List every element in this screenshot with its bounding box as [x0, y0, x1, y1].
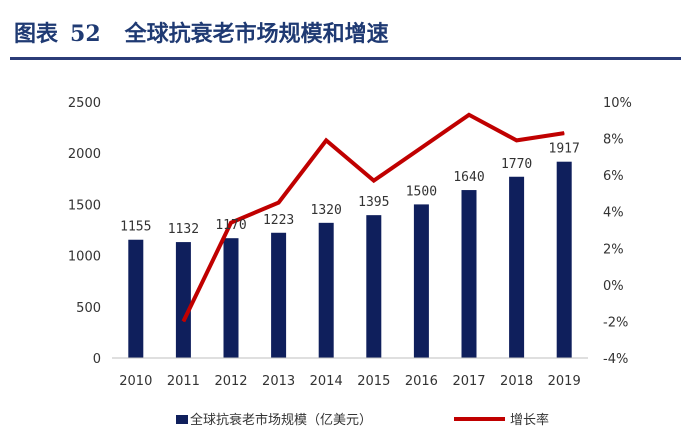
data-labels: 1155 1132 1170 1223 1320 1395 1500 1640 1770 1917 — [120, 142, 580, 237]
x-tick-label: 2019 — [548, 374, 581, 389]
growth-point — [468, 114, 470, 116]
bar-data-label: 1917 — [549, 142, 580, 157]
growth-point — [182, 320, 184, 322]
growth-point — [325, 139, 327, 141]
bar — [128, 239, 144, 358]
bar — [413, 204, 429, 358]
growth-point — [230, 222, 232, 224]
x-axis: 2010 2011 2012 2013 2014 2015 2016 2017 2018 2019 — [119, 374, 580, 389]
x-tick-label: 2013 — [262, 374, 295, 389]
bar — [223, 238, 239, 358]
growth-point — [516, 139, 518, 141]
legend: 全球抗衰老市场规模（亿美元） 增长率 — [176, 412, 549, 428]
x-tick-label: 2016 — [405, 374, 438, 389]
bar — [509, 176, 525, 358]
legend-label-line: 增长率 — [510, 412, 549, 428]
header-rule — [10, 57, 681, 60]
right-tick-label: 6% — [603, 169, 624, 184]
bar-series — [128, 161, 572, 358]
left-tick-label: 2000 — [68, 147, 101, 162]
left-tick-label: 0 — [93, 352, 101, 367]
growth-point — [278, 202, 280, 204]
bar-data-label: 1170 — [215, 218, 246, 233]
left-tick-label: 1500 — [68, 198, 101, 213]
right-tick-label: 8% — [603, 133, 624, 148]
x-tick-label: 2018 — [500, 374, 533, 389]
right-tick-label: 10% — [603, 96, 632, 111]
bar-data-label: 1155 — [120, 220, 151, 235]
right-tick-label: -2% — [603, 315, 628, 330]
x-tick-label: 2017 — [452, 374, 485, 389]
bar-data-label: 1500 — [406, 184, 437, 199]
right-tick-label: 0% — [603, 279, 624, 294]
bar-data-label: 1223 — [263, 213, 294, 228]
right-tick-label: 4% — [603, 206, 624, 221]
figure-title: 图表 52 全球抗衰老市场规模和增速 — [14, 16, 389, 48]
x-tick-label: 2010 — [119, 374, 152, 389]
right-tick-label: -4% — [603, 352, 628, 367]
legend-label-bar: 全球抗衰老市场规模（亿美元） — [190, 412, 372, 428]
bar-data-label: 1395 — [358, 195, 389, 210]
bar-data-label: 1640 — [453, 170, 484, 185]
x-tick-label: 2014 — [310, 374, 343, 389]
bar — [366, 215, 382, 358]
x-tick-label: 2015 — [357, 374, 390, 389]
left-tick-label: 500 — [76, 301, 101, 316]
chart-title: 全球抗衰老市场规模和增速 — [124, 21, 389, 47]
bar — [556, 161, 572, 358]
bar-data-label: 1132 — [168, 222, 199, 237]
x-tick-label: 2011 — [167, 374, 200, 389]
legend-swatch-bar — [176, 415, 188, 424]
left-tick-label: 2500 — [68, 96, 101, 111]
bar — [271, 232, 287, 358]
bar — [318, 222, 334, 358]
growth-point — [563, 132, 565, 134]
bar-data-label: 1770 — [501, 157, 532, 172]
left-tick-label: 1000 — [68, 250, 101, 265]
x-tick-label: 2012 — [214, 374, 247, 389]
left-axis: 0 500 1000 1500 2000 2500 — [68, 96, 101, 367]
growth-line-series — [181, 112, 565, 323]
combo-chart: 0 500 1000 1500 2000 2500 -4% -2% 0% 2% 4% 6% 8% 10%… — [68, 96, 632, 428]
right-axis: -4% -2% 0% 2% 4% 6% 8% 10% — [603, 96, 632, 367]
figure-number: 52 — [70, 21, 101, 47]
bar — [461, 190, 477, 358]
bar — [175, 242, 191, 358]
growth-point — [373, 180, 375, 182]
right-tick-label: 2% — [603, 242, 624, 257]
growth-point — [420, 147, 422, 149]
bar-data-label: 1320 — [311, 203, 342, 218]
figure-label: 图表 — [14, 21, 59, 47]
figure-header: 图表 52 全球抗衰老市场规模和增速 — [0, 0, 689, 62]
